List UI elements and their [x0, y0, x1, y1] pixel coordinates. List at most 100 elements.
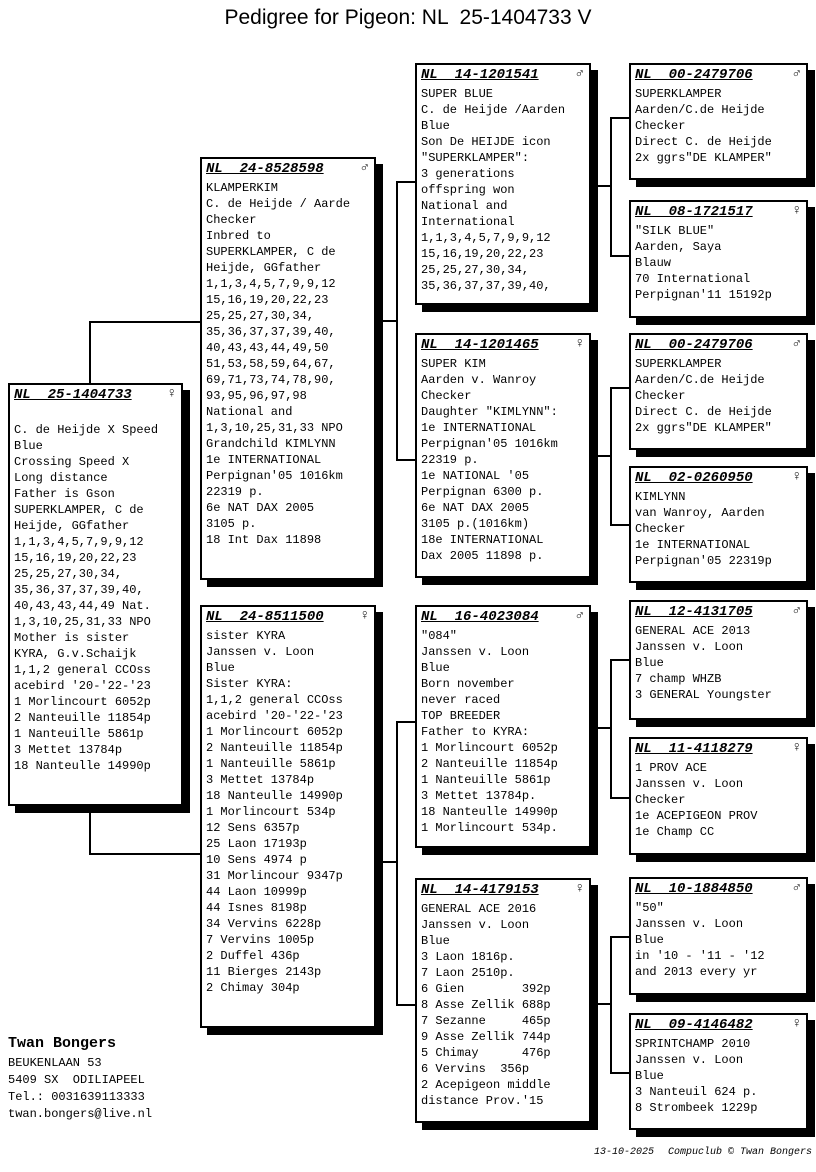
text-line: Blue	[635, 933, 664, 947]
text-line: Janssen v. Loon	[635, 917, 744, 931]
pedigree-box-grandfather-maternal: NL 16-4023084 ♂ "084" Janssen v. Loon Blue…	[415, 605, 591, 848]
text-line: sister KYRA	[206, 629, 286, 643]
text-line: 12 Sens 6357p	[206, 821, 300, 835]
text-line: 2 Acepigeon middle	[421, 1078, 551, 1092]
pedigree-notes: "50" Janssen v. Loon Blue in '10 - '11 - '1…	[631, 897, 806, 980]
text-line: 40,43,43,44,49,50	[206, 341, 329, 355]
box-header: NL 09-4146482 ♀	[631, 1015, 806, 1034]
text-line: 7 Laon 2510p.	[421, 966, 515, 980]
text-line: 7 champ WHZB	[635, 672, 722, 686]
text-line: Tel.: 0031639113333	[8, 1090, 145, 1104]
pedigree-box-ggp-4: NL 02-0260950 ♀ KIMLYNN van Wanroy, Aarde…	[629, 466, 808, 583]
text-line: distance Prov.'15	[421, 1094, 544, 1108]
text-line: 2 Nanteuille 11854p	[206, 741, 343, 755]
text-line: 5 Chimay 476p	[421, 1046, 551, 1060]
pedigree-notes: SUPER BLUE C. de Heijde /Aarden Blue Son De…	[417, 83, 589, 294]
text-line: 1 Morlincourt 534p.	[421, 821, 558, 835]
connector-line	[375, 861, 398, 863]
text-line: 1,1,2 general CCOss	[14, 663, 151, 677]
text-line: Checker	[635, 389, 686, 403]
text-line: 22319 p.	[421, 453, 479, 467]
male-icon: ♂	[792, 880, 801, 896]
connector-line	[610, 387, 612, 526]
text-line: 9 Asse Zellik 744p	[421, 1030, 551, 1044]
ring-number: NL 02-0260950	[635, 470, 753, 486]
connector-line	[89, 321, 202, 323]
text-line: Perpignan'05 1016km	[421, 437, 558, 451]
text-line: SUPER KIM	[421, 357, 486, 371]
pedigree-box-grandmother-maternal: NL 14-4179153 ♀ GENERAL ACE 2016 Janssen …	[415, 878, 591, 1123]
text-line: 3 generations	[421, 167, 515, 181]
text-line: 6 Vervins 356p	[421, 1062, 530, 1076]
text-line: Daughter "KIMLYNN":	[421, 405, 558, 419]
box-header: NL 12-4131705 ♂	[631, 602, 806, 621]
connector-line	[610, 797, 631, 799]
text-line: in '10 - '11 - '12	[635, 949, 765, 963]
connector-line	[396, 1004, 417, 1006]
connector-line	[396, 181, 417, 183]
text-line: Perpignan'11 15192p	[635, 288, 772, 302]
text-line: 44 Laon 10999p	[206, 885, 307, 899]
text-line: C. de Heijde /Aarden	[421, 103, 566, 117]
male-icon: ♂	[360, 160, 369, 176]
connector-line	[610, 387, 631, 389]
text-line: "SUPERKLAMPER":	[421, 151, 530, 165]
text-line: Aarden/C.de Heijde	[635, 373, 765, 387]
text-line: SUPERKLAMPER	[635, 357, 722, 371]
text-line: 69,71,73,74,78,90,	[206, 373, 336, 387]
box-header: NL 11-4118279 ♀	[631, 739, 806, 758]
text-line: 70 International	[635, 272, 751, 286]
text-line: offspring won	[421, 183, 515, 197]
text-line: 6e NAT DAX 2005	[421, 501, 530, 515]
text-line: 1e Champ CC	[635, 825, 715, 839]
text-line: SUPERKLAMPER, C de	[206, 245, 336, 259]
text-line: 1 Morlincourt 534p	[206, 805, 336, 819]
pedigree-box-ggp-5: NL 12-4131705 ♂ GENERAL ACE 2013 Janssen …	[629, 600, 808, 720]
text-line: KLAMPERKIM	[206, 181, 279, 195]
text-line: Blue	[421, 661, 450, 675]
connector-line	[89, 804, 91, 855]
ring-number: NL 16-4023084	[421, 609, 539, 625]
text-line: Blue	[421, 119, 450, 133]
text-line: Janssen v. Loon	[635, 1053, 744, 1067]
pedigree-box-ggp-2: NL 08-1721517 ♀ "SILK BLUE" Aarden, Saya B…	[629, 200, 808, 318]
text-line: 44 Isnes 8198p	[206, 901, 307, 915]
female-icon: ♀	[792, 1016, 801, 1032]
text-line: Checker	[635, 119, 686, 133]
female-icon: ♀	[792, 469, 801, 485]
text-line: van Wanroy, Aarden	[635, 506, 765, 520]
pedigree-notes: SPRINTCHAMP 2010 Janssen v. Loon Blue 3 Nan…	[631, 1033, 806, 1116]
text-line: 2 Chimay 304p	[206, 981, 300, 995]
text-line: Crossing Speed X	[14, 455, 130, 469]
text-line: Checker	[421, 389, 472, 403]
text-line: 1,1,3,4,5,7,9,9,12	[421, 231, 551, 245]
male-icon: ♂	[575, 66, 584, 82]
box-header: NL 02-0260950 ♀	[631, 468, 806, 487]
connector-line	[396, 721, 417, 723]
text-line: Janssen v. Loon	[635, 777, 744, 791]
connector-line	[375, 320, 398, 322]
connector-line	[396, 459, 417, 461]
pedigree-notes: GENERAL ACE 2013 Janssen v. Loon Blue 7 cha…	[631, 620, 806, 703]
connector-line	[590, 185, 612, 187]
text-line: 3 Mettet 13784p	[206, 773, 315, 787]
text-line: Janssen v. Loon	[635, 640, 744, 654]
text-line: Janssen v. Loon	[206, 645, 315, 659]
pedigree-box-mother: NL 24-8511500 ♀ sister KYRA Janssen v. Lo…	[200, 605, 376, 1028]
text-line: 25,25,27,30,34,	[421, 263, 530, 277]
text-line: 2x ggrs"DE KLAMPER"	[635, 421, 772, 435]
pedigree-notes: "SILK BLUE" Aarden, Saya Blauw 70 Internati…	[631, 220, 806, 303]
pedigree-box-ggp-8: NL 09-4146482 ♀ SPRINTCHAMP 2010 Janssen …	[629, 1013, 808, 1130]
text-line: 2x ggrs"DE KLAMPER"	[635, 151, 772, 165]
ring-number: NL 14-1201541	[421, 67, 539, 83]
female-icon: ♀	[792, 740, 801, 756]
text-line: 7 Vervins 1005p	[206, 933, 315, 947]
text-line: Father is Gson	[14, 487, 115, 501]
text-line: Sister KYRA:	[206, 677, 293, 691]
text-line: 1,1,2 general CCOss	[206, 693, 343, 707]
text-line: acebird '20-'22-'23	[14, 679, 151, 693]
text-line: 15,16,19,20,22,23	[206, 293, 329, 307]
text-line: "084"	[421, 629, 458, 643]
text-line: 35,36,37,37,39,40,	[421, 279, 551, 293]
text-line: and 2013 every yr	[635, 965, 758, 979]
